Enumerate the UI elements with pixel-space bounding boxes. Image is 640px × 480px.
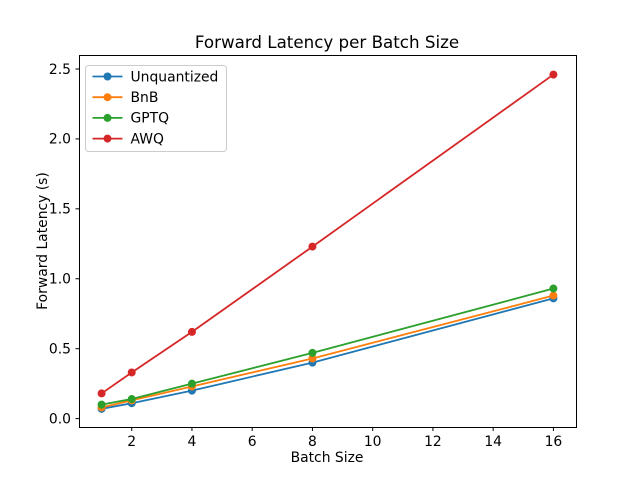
- y-tick-label: 2.0: [49, 132, 71, 148]
- x-tick-label: 2: [127, 434, 136, 450]
- x-tick-label: 8: [308, 434, 317, 450]
- x-tick-label: 6: [248, 434, 257, 450]
- data-point-awq: [308, 242, 317, 251]
- x-tick-label: 16: [545, 434, 563, 450]
- legend: Unquantized BnB GPTQ AWQ: [85, 65, 227, 152]
- data-point-awq: [549, 70, 558, 79]
- legend-item-gptq: GPTQ: [92, 111, 170, 127]
- legend-label: BnB: [131, 90, 159, 106]
- y-axis-label: Forward Latency (s): [35, 172, 51, 310]
- legend-label: AWQ: [131, 131, 164, 147]
- y-tick-label: 0.0: [49, 411, 71, 427]
- x-tick-label: 12: [424, 434, 442, 450]
- y-tick-label: 2.5: [49, 62, 71, 78]
- y-tick-label: 1.0: [49, 272, 71, 288]
- series-line-bnb: [100, 294, 555, 409]
- legend-item-awq: AWQ: [92, 131, 164, 147]
- legend-item-bnb: BnB: [92, 90, 159, 106]
- data-point-awq: [187, 327, 196, 336]
- x-tick-label: 14: [484, 434, 502, 450]
- x-tick-label: 4: [188, 434, 197, 450]
- legend-marker-icon: [103, 134, 112, 143]
- x-tick-label: 10: [364, 434, 382, 450]
- legend-label: GPTQ: [131, 111, 170, 127]
- plot-area: 2 4 6 8 10 12 14 16 0.0 0.5 1.0 1.5 2.0 2.5: [49, 55, 577, 450]
- data-point-gptq: [127, 395, 136, 404]
- y-tick-label: 0.5: [49, 341, 71, 357]
- chart-title: Forward Latency per Batch Size: [195, 32, 459, 52]
- y-tick-label: 1.5: [49, 202, 71, 218]
- data-point-gptq: [97, 400, 106, 409]
- data-point-awq: [97, 389, 106, 398]
- legend-box: [85, 65, 227, 152]
- data-point-bnb: [308, 354, 317, 363]
- data-point-gptq: [187, 379, 196, 388]
- data-point-awq: [127, 368, 136, 377]
- data-point-gptq: [549, 284, 558, 293]
- legend-label: Unquantized: [131, 69, 219, 85]
- legend-marker-icon: [103, 113, 112, 122]
- axes-border: [79, 55, 577, 428]
- legend-marker-icon: [103, 93, 112, 102]
- legend-item-unquantized: Unquantized: [92, 69, 219, 85]
- x-axis-label: Batch Size: [291, 450, 364, 466]
- data-point-bnb: [549, 291, 558, 300]
- legend-marker-icon: [103, 72, 112, 81]
- data-point-gptq: [308, 348, 317, 357]
